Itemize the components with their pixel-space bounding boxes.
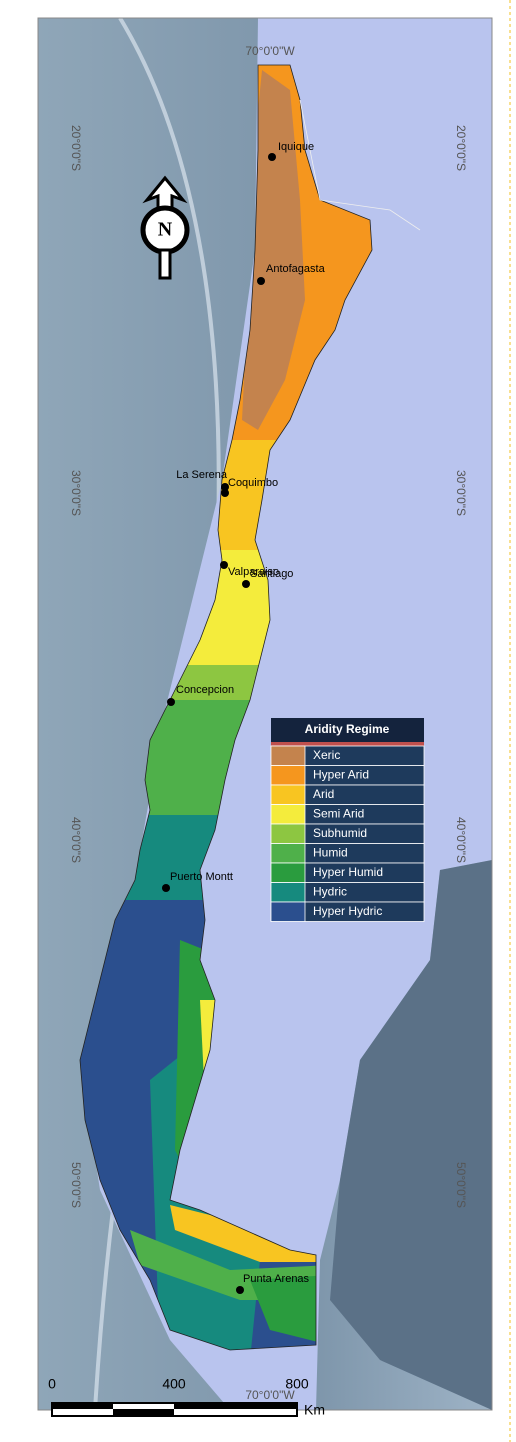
city-label: Concepcion	[176, 684, 234, 696]
legend-swatch	[270, 784, 306, 805]
legend-header	[271, 718, 424, 742]
legend-label: Hyper Arid	[313, 768, 369, 782]
legend-swatch	[270, 765, 306, 786]
city-marker	[221, 483, 229, 491]
scale-unit: Km	[304, 1402, 325, 1418]
scale-label: 800	[285, 1376, 309, 1392]
city-marker	[257, 277, 265, 285]
scale-label: 400	[162, 1376, 186, 1392]
latitude-label: 30°0'0"S	[69, 470, 83, 516]
legend-label: Hydric	[313, 885, 347, 899]
legend-label: Arid	[313, 787, 334, 801]
latitude-label: 20°0'0"S	[69, 125, 83, 171]
city-marker	[220, 561, 228, 569]
legend-swatch	[270, 882, 306, 903]
longitude-label: 70°0'0"W	[245, 1388, 295, 1402]
legend-rule	[271, 742, 424, 746]
city-label: Santiago	[250, 568, 293, 580]
atlantic	[330, 860, 492, 1410]
legend-swatch	[270, 843, 306, 864]
latitude-label: 40°0'0"S	[69, 817, 83, 863]
legend-swatch	[270, 901, 306, 922]
legend-swatch	[270, 745, 306, 766]
city-label: Iquique	[278, 141, 314, 153]
city-marker	[162, 884, 170, 892]
latitude-label: 30°0'0"S	[454, 470, 468, 516]
scale-bar: 0 400 800 Km	[48, 1376, 325, 1418]
legend-label: Xeric	[313, 748, 340, 762]
scale-label: 0	[48, 1376, 56, 1392]
legend: Aridity Regime Xeric Hyper Arid Arid Semi A…	[270, 718, 425, 922]
city-label: Coquimbo	[228, 477, 278, 489]
legend-label: Humid	[313, 846, 348, 860]
city-marker	[268, 153, 276, 161]
latitude-label: 20°0'0"S	[454, 125, 468, 171]
city-marker	[236, 1286, 244, 1294]
city-marker	[167, 698, 175, 706]
legend-label: Hyper Hydric	[313, 904, 382, 918]
city-label: Punta Arenas	[243, 1273, 310, 1285]
basemap	[38, 18, 492, 1410]
legend-swatch	[270, 862, 306, 883]
legend-title: Aridity Regime	[305, 722, 390, 736]
legend-swatch	[270, 804, 306, 825]
legend-label: Subhumid	[313, 826, 367, 840]
city-marker	[221, 489, 229, 497]
aridity-zone	[250, 1275, 330, 1345]
longitude-label: 70°0'0"W	[245, 44, 295, 58]
city-label: Antofagasta	[266, 263, 326, 275]
legend-label: Hyper Humid	[313, 865, 383, 879]
north-arrow: N	[140, 175, 190, 280]
border	[299, 99, 421, 231]
latitude-label: 50°0'0"S	[454, 1162, 468, 1208]
latitude-label: 40°0'0"S	[454, 817, 468, 863]
legend-swatch	[270, 823, 306, 844]
city-label: Puerto Montt	[170, 871, 233, 883]
city-label: Valparaiso	[228, 566, 279, 578]
latitude-label: 50°0'0"S	[69, 1162, 83, 1208]
north-label: N	[158, 219, 173, 241]
city-label: La Serena	[176, 469, 228, 481]
legend-label: Semi Arid	[313, 807, 364, 821]
city-marker	[242, 580, 250, 588]
